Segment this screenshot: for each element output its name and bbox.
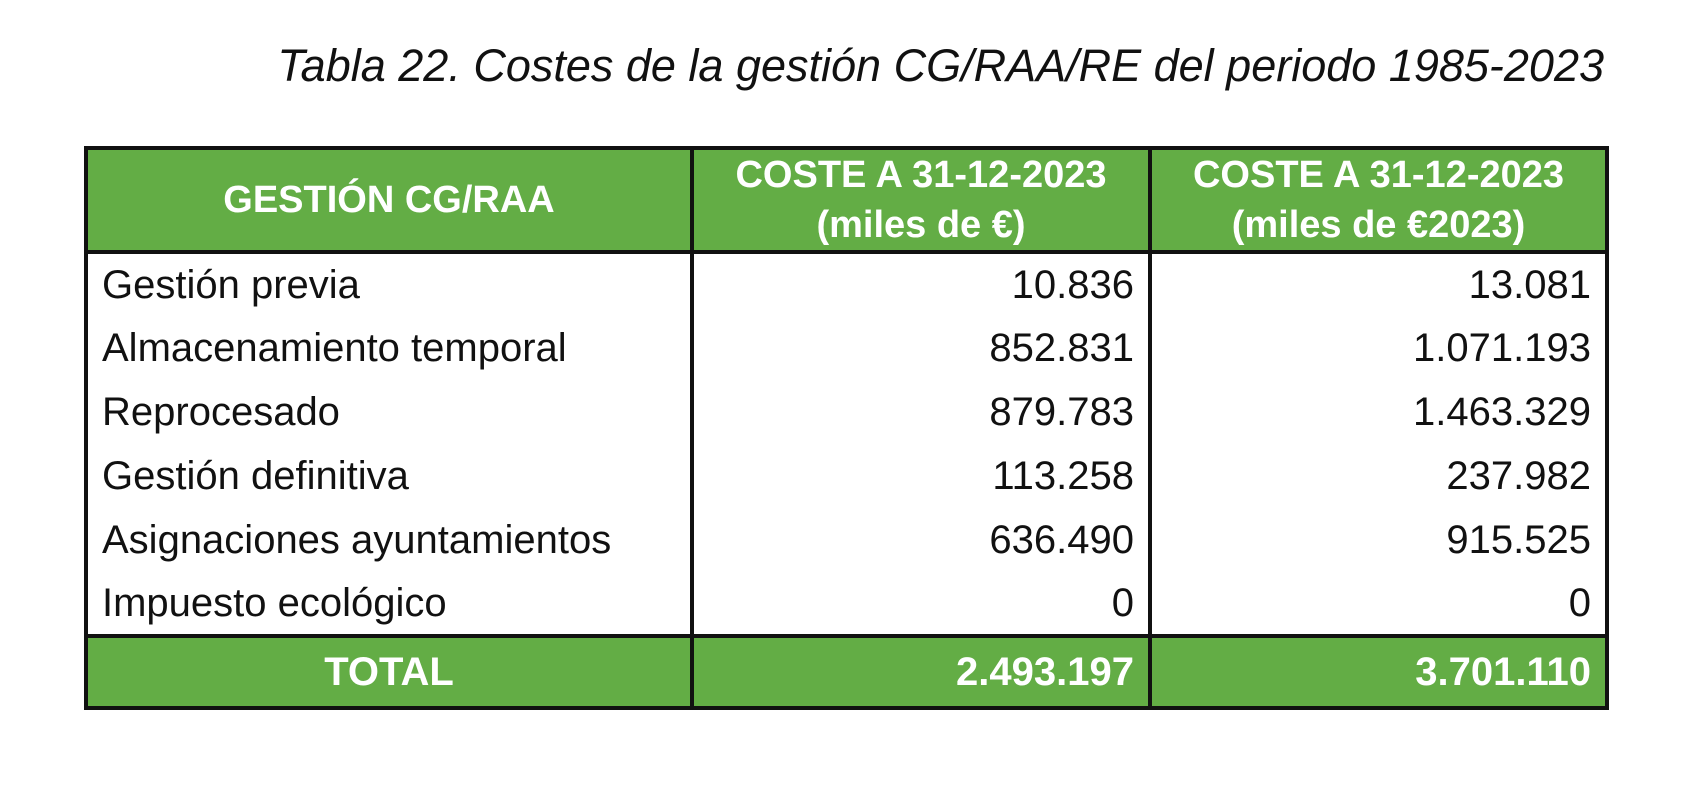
table-row: Impuesto ecológico 0 0 bbox=[84, 572, 1609, 636]
column-header-cost-2023: COSTE A 31-12-2023 (miles de €2023) bbox=[1148, 146, 1609, 254]
table-header: GESTIÓN CG/RAA COSTE A 31-12-2023 (miles… bbox=[84, 146, 1609, 254]
row-label: Asignaciones ayuntamientos bbox=[84, 508, 694, 572]
table-row: Almacenamiento temporal 852.831 1.071.19… bbox=[84, 316, 1609, 380]
total-row: TOTAL 2.493.197 3.701.110 bbox=[84, 634, 1609, 710]
column-header-cost-nominal-unit: (miles de €) bbox=[816, 204, 1026, 246]
total-cost-2023: 3.701.110 bbox=[1148, 634, 1609, 710]
total-cost-nominal: 2.493.197 bbox=[690, 634, 1152, 710]
table-row: Reprocesado 879.783 1.463.329 bbox=[84, 380, 1609, 444]
row-label: Impuesto ecológico bbox=[84, 572, 694, 636]
header-row: GESTIÓN CG/RAA COSTE A 31-12-2023 (miles… bbox=[84, 146, 1609, 254]
cost-nominal-cell: 113.258 bbox=[690, 444, 1152, 508]
total-label: TOTAL bbox=[84, 634, 694, 710]
cost-nominal-cell: 10.836 bbox=[690, 252, 1152, 316]
cost-nominal-cell: 636.490 bbox=[690, 508, 1152, 572]
table-row: Asignaciones ayuntamientos 636.490 915.5… bbox=[84, 508, 1609, 572]
column-header-cost-nominal: COSTE A 31-12-2023 (miles de €) bbox=[690, 146, 1152, 254]
row-label: Almacenamiento temporal bbox=[84, 316, 694, 380]
table-row: Gestión previa 10.836 13.081 bbox=[84, 252, 1609, 316]
cost-nominal-cell: 852.831 bbox=[690, 316, 1152, 380]
row-label: Gestión previa bbox=[84, 252, 694, 316]
column-header-gestion: GESTIÓN CG/RAA bbox=[84, 146, 694, 254]
costs-table: GESTIÓN CG/RAA COSTE A 31-12-2023 (miles… bbox=[84, 146, 1609, 710]
table-row: Gestión definitiva 113.258 237.982 bbox=[84, 444, 1609, 508]
cost-nominal-cell: 0 bbox=[690, 572, 1152, 636]
cost-2023-cell: 1.071.193 bbox=[1148, 316, 1609, 380]
cost-2023-cell: 1.463.329 bbox=[1148, 380, 1609, 444]
cost-2023-cell: 0 bbox=[1148, 572, 1609, 636]
column-header-gestion-label: GESTIÓN CG/RAA bbox=[223, 179, 555, 221]
row-label: Reprocesado bbox=[84, 380, 694, 444]
cost-nominal-cell: 879.783 bbox=[690, 380, 1152, 444]
table-body: Gestión previa 10.836 13.081 Almacenamie… bbox=[84, 252, 1609, 636]
cost-2023-cell: 13.081 bbox=[1148, 252, 1609, 316]
column-header-cost-nominal-title: COSTE A 31-12-2023 bbox=[735, 154, 1107, 196]
column-header-cost-2023-unit: (miles de €2023) bbox=[1231, 204, 1526, 246]
row-label: Gestión definitiva bbox=[84, 444, 694, 508]
cost-2023-cell: 237.982 bbox=[1148, 444, 1609, 508]
table-caption: Tabla 22. Costes de la gestión CG/RAA/RE… bbox=[277, 40, 1604, 91]
column-header-cost-2023-title: COSTE A 31-12-2023 bbox=[1192, 154, 1565, 196]
cost-2023-cell: 915.525 bbox=[1148, 508, 1609, 572]
table-footer: TOTAL 2.493.197 3.701.110 bbox=[84, 634, 1609, 710]
